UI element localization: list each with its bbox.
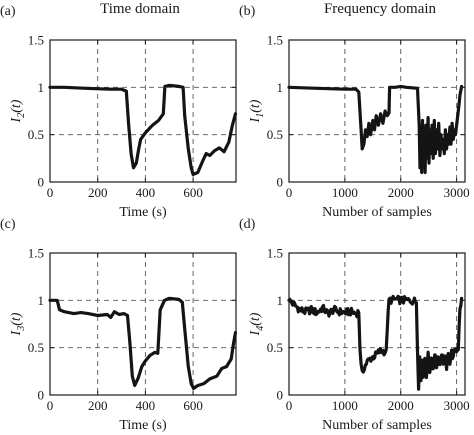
panel-label: (d) [239, 217, 256, 232]
header-frequency-domain: Frequency domain [324, 1, 437, 17]
y-tick-label: 1 [38, 293, 45, 308]
x-tick-label: 0 [286, 398, 293, 413]
panel-c: 0 200 400 600 0 0.5 1 1.5 Time (s) I3(t) (c) [0, 217, 238, 433]
x-tick-label: 1000 [332, 185, 358, 200]
y-tick-label: 1.5 [28, 246, 44, 261]
series-line [48, 83, 238, 176]
series-line [287, 84, 464, 175]
y-axis-title: I4(t) [248, 312, 266, 336]
x-tick-label: 200 [88, 398, 108, 413]
panel-d: 0 1000 2000 3000 0 0.5 1 1.5 Number of samples I4… [239, 217, 470, 433]
y-tick-label: 1 [277, 80, 284, 95]
panel-label: (b) [239, 4, 256, 19]
x-tick-label: 2000 [388, 398, 414, 413]
plot-frame [288, 252, 466, 396]
x-tick-label: 2000 [388, 185, 414, 200]
x-tick-label: 400 [136, 398, 156, 413]
x-axis-title: Number of samples [322, 418, 432, 433]
x-tick-label: 0 [286, 185, 293, 200]
y-tick-label: 1.5 [267, 33, 283, 48]
panel-label: (c) [0, 217, 16, 232]
x-tick-label: 600 [183, 398, 203, 413]
y-tick-label: 1 [277, 293, 284, 308]
panel-a: 0 200 400 600 0 0.5 1 1.5 Time (s) I2(t) (a) [0, 4, 238, 220]
x-tick-label: 0 [47, 398, 54, 413]
y-tick-label: 0 [38, 175, 45, 190]
x-tick-label: 1000 [332, 398, 358, 413]
x-axis-title: Time (s) [119, 418, 167, 433]
series-line [48, 296, 238, 390]
y-tick-label: 0 [277, 388, 284, 403]
header-time-domain: Time domain [100, 1, 180, 17]
x-tick-label: 400 [136, 185, 156, 200]
x-tick-label: 3000 [444, 185, 470, 200]
y-tick-label: 0.5 [28, 127, 44, 142]
panel-b: 0 1000 2000 3000 0 0.5 1 1.5 Number of samples I1… [239, 4, 470, 220]
y-axis-title: I1(t) [248, 99, 266, 123]
y-axis-title: I2(t) [9, 99, 27, 123]
plot-frame [49, 252, 237, 396]
x-axis-title: Time (s) [119, 205, 167, 220]
x-tick-label: 0 [47, 185, 54, 200]
y-tick-label: 0 [38, 388, 45, 403]
x-tick-label: 3000 [444, 398, 470, 413]
x-tick-label: 600 [183, 185, 203, 200]
y-tick-label: 1.5 [267, 246, 283, 261]
y-tick-label: 0.5 [267, 127, 283, 142]
plot-frame [288, 39, 466, 183]
y-tick-label: 0.5 [267, 340, 283, 355]
series-line [287, 294, 464, 391]
y-tick-label: 1 [38, 80, 45, 95]
y-tick-label: 1.5 [28, 33, 44, 48]
plot-frame [49, 39, 237, 183]
y-tick-label: 0 [277, 175, 284, 190]
panel-label: (a) [0, 4, 16, 19]
y-axis-title: I3(t) [9, 312, 27, 336]
x-tick-label: 200 [88, 185, 108, 200]
x-axis-title: Number of samples [322, 205, 432, 220]
y-tick-label: 0.5 [28, 340, 44, 355]
